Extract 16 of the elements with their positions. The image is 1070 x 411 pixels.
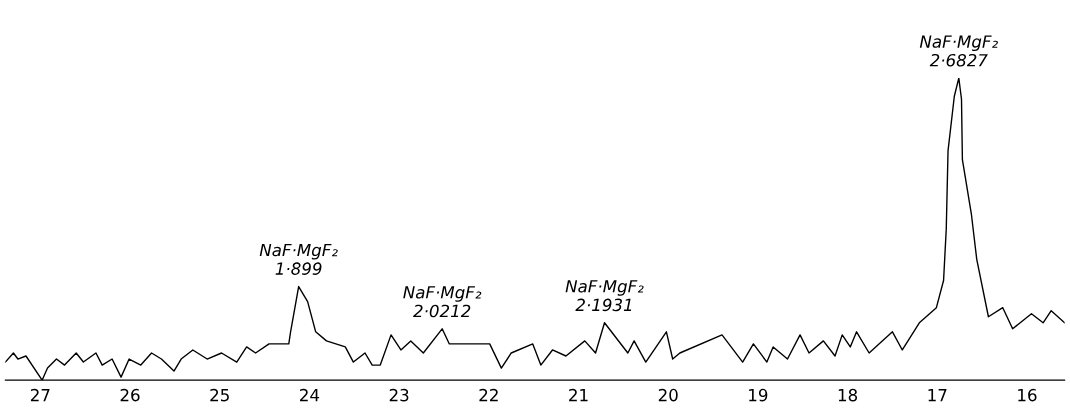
annotation: NaF·MgF₂ 2·0212 — [403, 286, 482, 318]
annotation: NaF·MgF₂ 2·1931 — [565, 280, 644, 312]
x-tick-label: 23 — [389, 388, 409, 402]
x-tick-label: 17 — [928, 389, 947, 402]
annotation: NaF·MgF₂ 1·899 — [259, 243, 338, 275]
x-tick-label: 18 — [838, 388, 858, 402]
annotation: NaF·MgF₂ 2·6827 — [919, 35, 998, 67]
x-tick-label: 25 — [210, 388, 229, 402]
x-tick-label: 20 — [658, 388, 678, 402]
x-tick-label: 16 — [1018, 388, 1037, 402]
x-tick-label: 22 — [479, 388, 498, 402]
x-tick-label: 19 — [749, 388, 768, 402]
x-tick-label: 26 — [120, 388, 140, 402]
x-tick-label: 27 — [30, 388, 50, 402]
x-tick-label: 21 — [569, 388, 588, 402]
x-tick-label: 24 — [300, 388, 320, 402]
